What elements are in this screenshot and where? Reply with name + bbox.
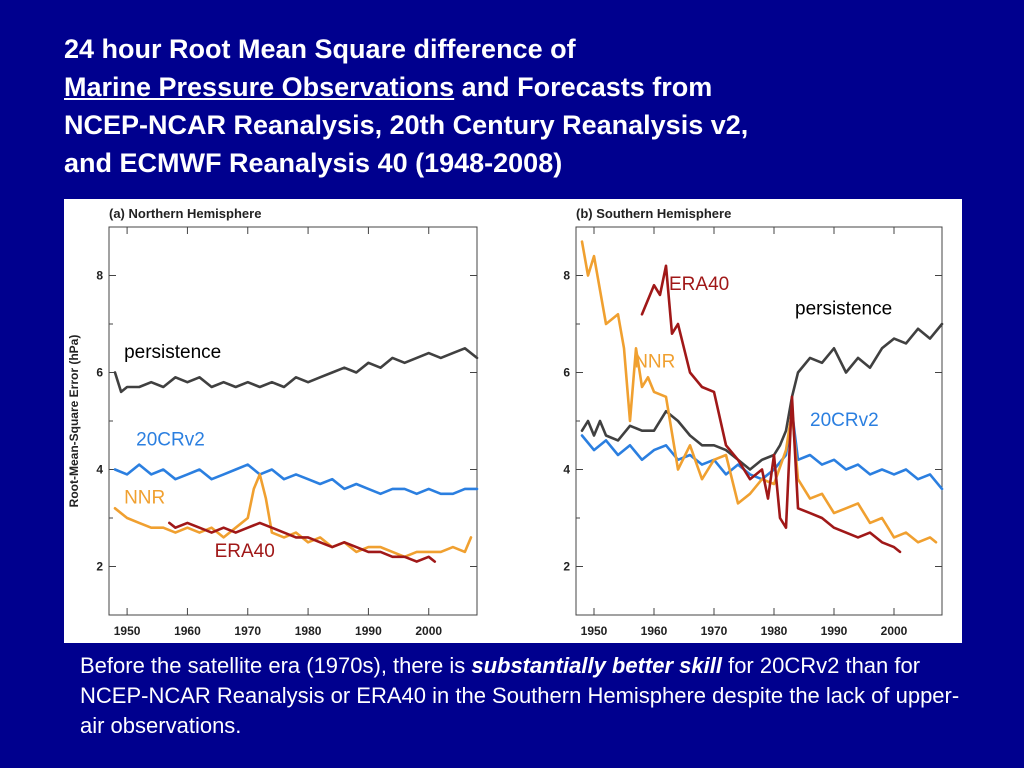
chart-sh-ytick-label: 6	[563, 366, 570, 380]
figure-svg: (a) Northern Hemisphere 2 4 6 8 1950 1960 1970 1…	[67, 206, 944, 638]
chart-nh-xtick-label: 1960	[174, 624, 201, 638]
chart-sh-label-persistence: persistence	[795, 298, 892, 319]
chart-nh-label-era40: ERA40	[215, 541, 275, 562]
chart-sh-xtick-label: 1970	[701, 624, 728, 638]
chart-nh-plot-frame	[108, 226, 478, 616]
title-underlined-phrase: Marine Pressure Observations	[64, 72, 455, 102]
chart-nh-label-nnr: NNR	[124, 487, 165, 508]
chart-sh-label-nnr: NNR	[634, 352, 675, 373]
chart-sh-ytick-label: 8	[563, 269, 570, 283]
chart-nh-xtick-label: 1980	[295, 624, 322, 638]
chart-sh-xtick-label: 1980	[761, 624, 788, 638]
chart-nh-xtick-label: 1990	[355, 624, 382, 638]
chart-sh-xtick-label: 1960	[641, 624, 668, 638]
chart-sh-label-era40: ERA40	[669, 274, 729, 295]
chart-sh-label-20crv2: 20CRv2	[810, 410, 879, 431]
title-line-3: NCEP-NCAR Reanalysis, 20th Century Reana…	[64, 110, 749, 140]
caption: Before the satellite era (1970s), there …	[80, 651, 980, 741]
chart-nh-xtick-label: 1970	[234, 624, 261, 638]
caption-part-2: for 20CRv2 than for NCEP-NCAR Reanalysis…	[80, 653, 960, 738]
chart-nh-xtick-label: 1950	[114, 624, 141, 638]
chart-nh-series-persistence-line	[113, 347, 479, 394]
chart-nh-ytick-label: 2	[96, 560, 103, 574]
chart-sh-series-nnr-line	[580, 240, 938, 544]
title-line-2: Marine Pressure Observations and Forecas…	[64, 68, 984, 106]
caption-part-1: Before the satellite era (1970s), there …	[80, 653, 472, 678]
slide-title: 24 hour Root Mean Square difference of M…	[64, 30, 984, 182]
chart-nh-series-era40-line	[168, 521, 437, 563]
chart-nh-label-persistence: persistence	[124, 342, 221, 363]
chart-sh-xtick-label: 2000	[881, 624, 908, 638]
caption-emphasis: substantially better skill	[471, 653, 722, 678]
chart-sh-series-era40-line	[640, 264, 902, 554]
chart-sh-xtick-label: 1990	[821, 624, 848, 638]
chart-nh-panel-title: (a) Northern Hemisphere	[109, 206, 261, 221]
chart-sh-xtick-label: 1950	[581, 624, 608, 638]
chart-sh-ytick-label: 2	[563, 560, 570, 574]
chart-sh-ytick-label: 4	[563, 463, 570, 477]
chart-sh-series-persistence-line	[580, 322, 944, 471]
title-line-2-rest: and Forecasts from	[454, 72, 713, 102]
chart-nh-label-20crv2: 20CRv2	[136, 429, 205, 450]
chart-nh-y-axis-label: Root-Mean-Square Error (hPa)	[67, 335, 81, 508]
chart-nh-ytick-label: 6	[96, 366, 103, 380]
chart-nh-series-nnr-line	[113, 473, 473, 559]
chart-nh-ytick-label: 8	[96, 269, 103, 283]
chart-nh-xtick-label: 2000	[415, 624, 442, 638]
chart-sh-series-20crv2-line	[580, 410, 944, 491]
chart-nh-series-20crv2-line	[113, 463, 479, 496]
figure-panel: (a) Northern Hemisphere 2 4 6 8 1950 1960 1970 1…	[64, 199, 962, 643]
title-line-1: 24 hour Root Mean Square difference of	[64, 34, 576, 64]
chart-sh-panel-title: (b) Southern Hemisphere	[576, 206, 731, 221]
chart-nh-ytick-label: 4	[96, 463, 103, 477]
title-line-4: and ECMWF Reanalysis 40 (1948-2008)	[64, 148, 563, 178]
